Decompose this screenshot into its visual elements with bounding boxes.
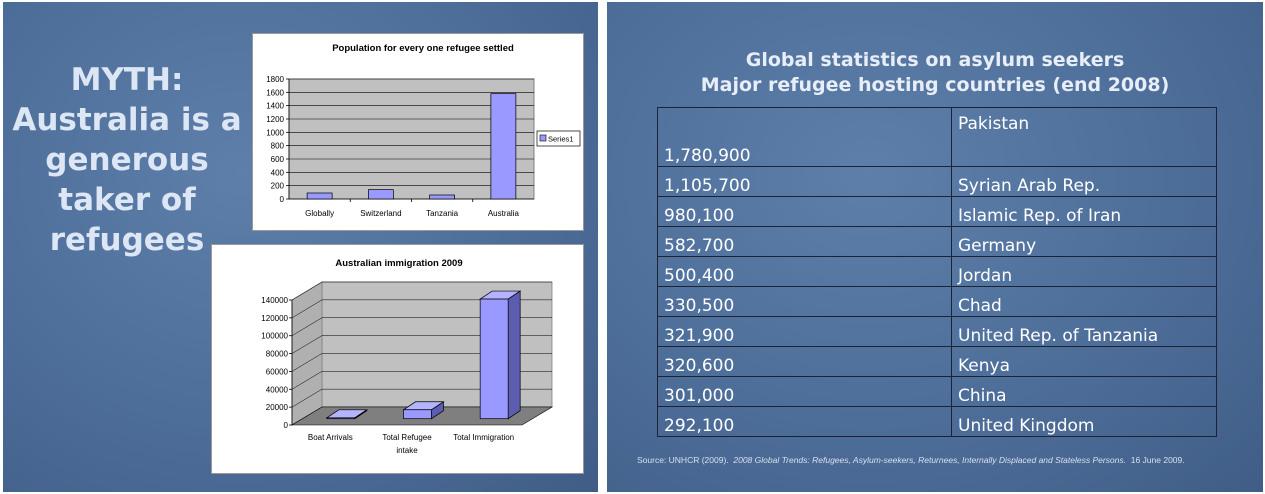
- bar: [326, 417, 356, 420]
- refugee-count-cell: 582,700: [657, 226, 952, 257]
- y-tick-label: 0: [280, 195, 285, 204]
- gridline: [291, 371, 552, 390]
- table-row: 330,500 Chad: [657, 286, 1217, 317]
- chart-title: Australian immigration 2009: [335, 258, 462, 269]
- table-row: 292,100 United Kingdom: [657, 406, 1217, 437]
- myth-heading: MYTH: Australia is a generous taker of r…: [3, 60, 251, 260]
- table-row: 301,000 China: [657, 376, 1217, 407]
- gridline: [291, 317, 552, 336]
- gridline: [291, 388, 552, 408]
- myth-line: refugees: [49, 222, 205, 258]
- refugee-count-cell: 500,400: [657, 256, 952, 287]
- legend-label: Series1: [548, 135, 573, 144]
- y-tick-label: 1400: [266, 102, 284, 111]
- immigration-chart: Australian immigration 2009 0 20000 40000 60…: [211, 244, 584, 474]
- bar: [403, 409, 432, 420]
- x-tick-label: Total Immigration: [453, 433, 514, 442]
- table-row: 980,100 Islamic Rep. of Iran: [657, 196, 1217, 227]
- x-tick-label: Tanzania: [426, 209, 459, 218]
- source-citation: Source: UNHCR (2009). 2008 Global Trends…: [637, 455, 1247, 466]
- bar: [429, 194, 455, 200]
- slide-title: Global statistics on asylum seekers Majo…: [607, 48, 1263, 98]
- myth-line: MYTH:: [70, 62, 184, 98]
- country-cell: China: [951, 376, 1217, 407]
- y-tick-label: 200: [271, 182, 285, 191]
- y-tick-label: 800: [271, 142, 285, 151]
- table-row: 1,780,900 Pakistan: [657, 107, 1217, 167]
- country-cell: Kenya: [951, 346, 1217, 377]
- bar: [479, 298, 509, 420]
- country-cell: Germany: [951, 226, 1217, 257]
- chart-title: Population for every one refugee settled: [332, 43, 514, 54]
- myth-line: taker of: [58, 182, 196, 218]
- source-prefix: Source: UNHCR (2009).: [637, 455, 729, 465]
- gridline: [291, 353, 552, 372]
- slide-title-line: Major refugee hosting countries (end 200…: [700, 74, 1170, 96]
- y-tick-label: 20000: [266, 403, 289, 412]
- immigration-chart-svg: Australian immigration 2009 0 20000 40000 60…: [261, 258, 554, 455]
- gridline: [291, 299, 552, 319]
- country-cell: Syrian Arab Rep.: [951, 166, 1217, 197]
- x-tick-label: Australia: [488, 209, 520, 218]
- x-tick-label: Switzerland: [360, 209, 401, 218]
- country-cell: Jordan: [951, 256, 1217, 287]
- y-tick-label: 1200: [266, 115, 284, 124]
- refugee-count-cell: 980,100: [657, 196, 952, 227]
- bar-side: [507, 290, 521, 420]
- source-date: 16 June 2009.: [1130, 455, 1185, 465]
- bar: [368, 189, 394, 200]
- y-tick-label: 1000: [266, 128, 284, 137]
- table-row: 500,400 Jordan: [657, 256, 1217, 287]
- refugee-ratio-chart-svg: Population for every one refugee settled…: [266, 43, 581, 218]
- myth-line: generous: [45, 142, 209, 178]
- y-tick-label: 100000: [261, 332, 288, 341]
- refugee-count-cell: 320,600: [657, 346, 952, 377]
- table-row: 582,700 Germany: [657, 226, 1217, 257]
- hosting-countries-table: 1,780,900 Pakistan 1,105,700 Syrian Arab…: [657, 107, 1217, 437]
- country-cell: United Kingdom: [951, 406, 1217, 437]
- country-cell: Islamic Rep. of Iran: [951, 196, 1217, 227]
- slide-title-line: Global statistics on asylum seekers: [745, 49, 1125, 71]
- country-cell: Chad: [951, 286, 1217, 317]
- country-cell: Pakistan: [951, 107, 1217, 167]
- refugee-count-cell: 1,105,700: [657, 166, 952, 197]
- y-tick-label: 120000: [261, 314, 288, 323]
- y-tick-label: 60000: [266, 367, 289, 376]
- table-row: 321,900 United Rep. of Tanzania: [657, 316, 1217, 347]
- y-tick-label: 40000: [266, 385, 289, 394]
- source-title: 2008 Global Trends: Refugees, Asylum-see…: [733, 455, 1126, 465]
- x-tick-label: Globally: [305, 209, 334, 218]
- right-slide: Global statistics on asylum seekers Majo…: [607, 2, 1263, 492]
- refugee-count-cell: 1,780,900: [657, 107, 952, 167]
- x-tick-label: Total Refugee intake: [382, 433, 432, 455]
- y-tick-label: 0: [284, 421, 289, 430]
- bar: [490, 93, 517, 200]
- table-row: 320,600 Kenya: [657, 346, 1217, 377]
- y-tick-label: 400: [271, 168, 285, 177]
- y-tick-label: 1600: [266, 88, 284, 97]
- country-cell: United Rep. of Tanzania: [951, 316, 1217, 347]
- gridline: [291, 281, 552, 301]
- side-wall: [291, 281, 323, 426]
- refugee-count-cell: 321,900: [657, 316, 952, 347]
- y-tick-label: 1800: [266, 75, 284, 84]
- refugee-ratio-chart: Population for every one refugee settled…: [252, 33, 584, 231]
- gridline: [291, 335, 552, 354]
- refugee-count-cell: 301,000: [657, 376, 952, 407]
- legend-swatch: [539, 134, 547, 142]
- myth-line: Australia is a: [12, 102, 242, 138]
- legend-box: [536, 130, 581, 147]
- table-row: 1,105,700 Syrian Arab Rep.: [657, 166, 1217, 197]
- y-tick-label: 600: [271, 155, 285, 164]
- refugee-count-cell: 330,500: [657, 286, 952, 317]
- bar: [306, 192, 333, 200]
- y-tick-label: 140000: [261, 296, 288, 305]
- y-tick-label: 80000: [266, 350, 289, 359]
- x-tick-label: Boat Arrivals: [308, 433, 353, 442]
- refugee-count-cell: 292,100: [657, 406, 952, 437]
- left-slide: MYTH: Australia is a generous taker of r…: [3, 2, 598, 492]
